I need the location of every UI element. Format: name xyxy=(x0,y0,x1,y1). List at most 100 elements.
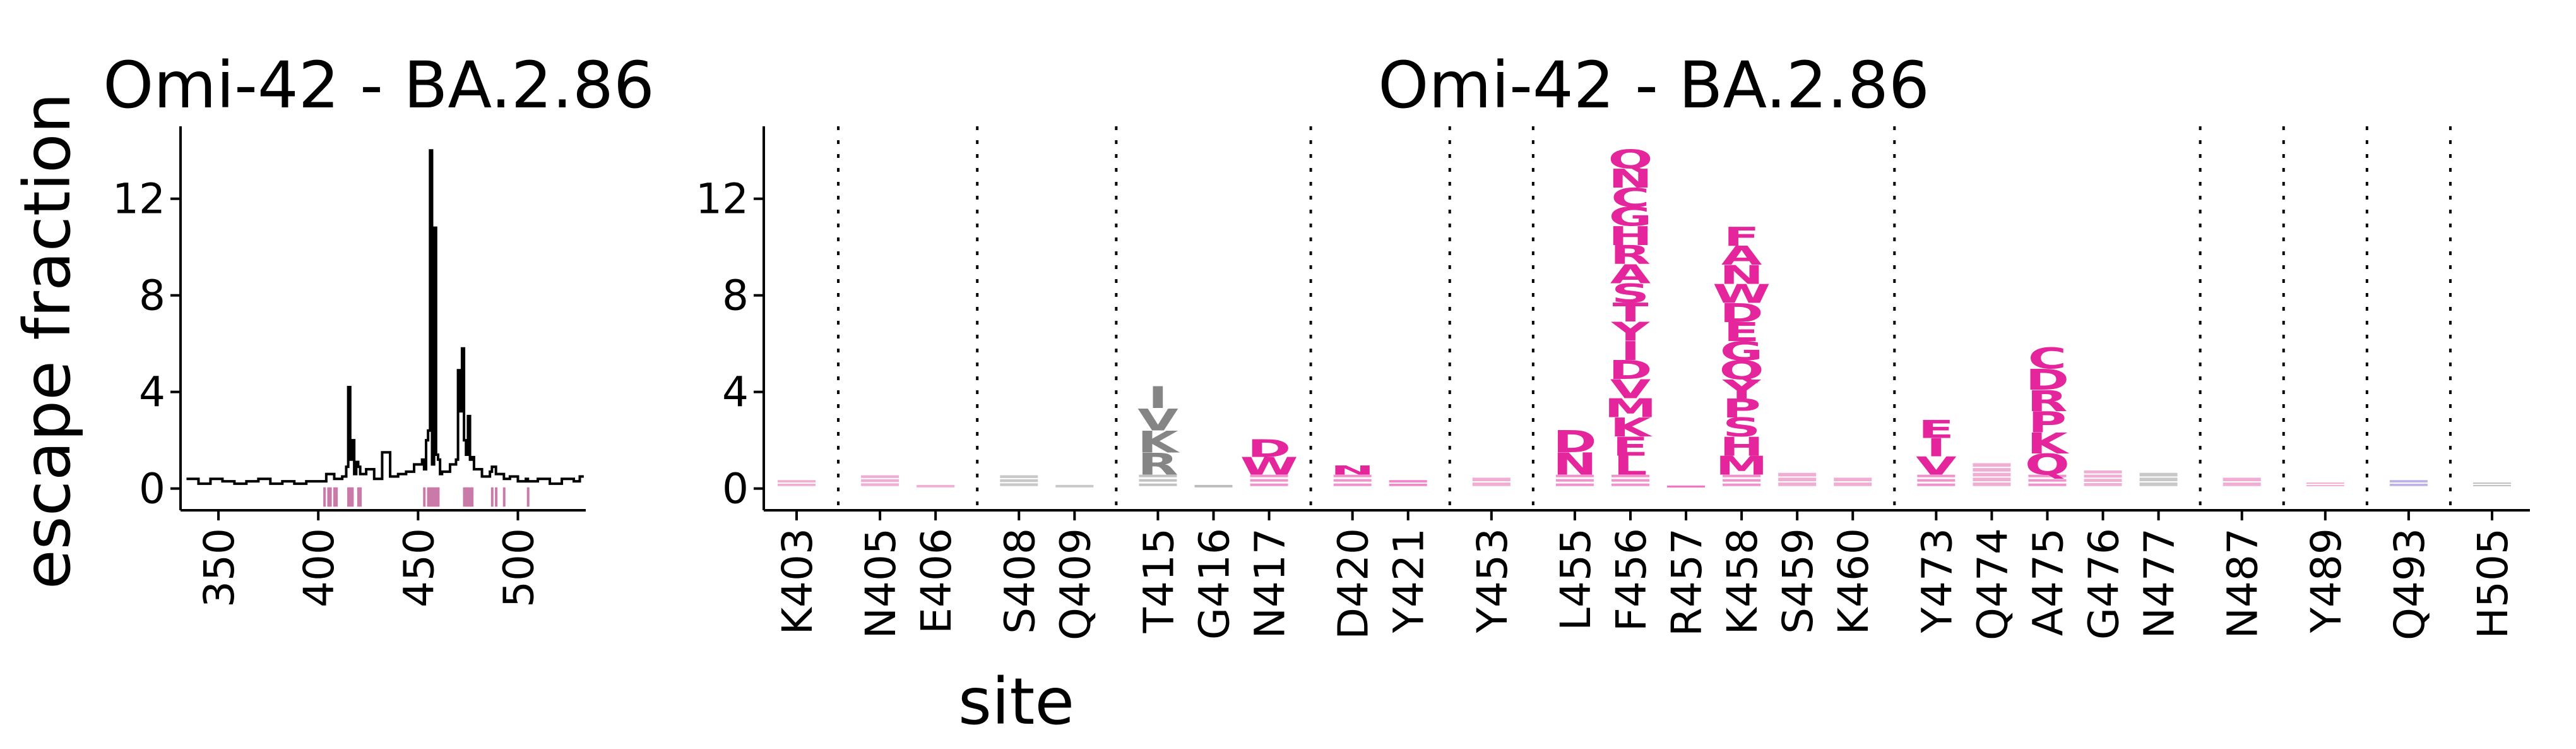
logo-letter: F xyxy=(1724,222,1760,252)
y-tick-label: 12 xyxy=(696,175,749,224)
site-highlight-mark xyxy=(433,487,436,507)
logo-low-mark xyxy=(1000,483,1038,486)
x-tick-label: Y453 xyxy=(1468,528,1517,633)
logo-letter: R xyxy=(2027,385,2067,418)
logo-letter: S xyxy=(1611,279,1649,308)
logo-letter: E xyxy=(1918,416,1954,444)
logo-low-mark xyxy=(1973,463,2011,467)
logo-low-mark xyxy=(2084,474,2122,478)
logo-low-mark xyxy=(1333,479,1372,482)
logo-stack-n417: DW xyxy=(1240,435,1298,486)
logo-low-mark xyxy=(1973,472,2011,477)
logo-low-mark xyxy=(1667,486,1706,488)
logo-low-mark xyxy=(1555,479,1594,482)
site-highlight-mark xyxy=(427,487,430,507)
site-highlight-mark xyxy=(335,487,338,507)
site-highlight-mark xyxy=(463,487,466,507)
x-tick-label: Q474 xyxy=(1968,528,2017,640)
logo-low-mark xyxy=(2473,484,2511,486)
x-tick-label: L455 xyxy=(1552,528,1600,631)
logo-low-mark xyxy=(2028,483,2067,486)
logo-stack-q493 xyxy=(2389,480,2428,486)
x-tick-label: Q493 xyxy=(2385,528,2434,640)
x-tick-label: 500 xyxy=(494,528,543,608)
site-highlight-strip xyxy=(323,487,530,507)
logo-low-mark xyxy=(1611,479,1649,482)
logo-stack-e406 xyxy=(917,484,955,488)
logo-low-mark xyxy=(2223,477,2261,482)
logo-stack-r457 xyxy=(1667,485,1706,488)
logo-stack-k403 xyxy=(778,480,816,486)
logo-letter: Y xyxy=(1611,317,1651,347)
logo-low-mark xyxy=(1834,482,1872,486)
logo-low-mark xyxy=(1778,477,1817,482)
y-axis-title: escape fraction xyxy=(10,93,85,589)
x-tick-label: G416 xyxy=(1190,528,1238,640)
logo-stack-g476 xyxy=(2084,470,2122,486)
site-group-separators xyxy=(837,126,2452,510)
escape-line-series xyxy=(186,149,584,485)
logo-letter: K xyxy=(2027,427,2070,460)
x-tick-label: K460 xyxy=(1829,528,1878,635)
logo-stack-s408 xyxy=(1000,475,1038,486)
logo-low-mark xyxy=(1778,472,1817,477)
site-highlight-mark xyxy=(490,487,494,507)
logo-letter: D xyxy=(2026,363,2069,397)
site-highlight-mark xyxy=(526,487,530,507)
y-tick-label: 12 xyxy=(112,175,165,224)
x-tick-label: H505 xyxy=(2469,528,2517,639)
site-highlight-mark xyxy=(327,487,330,507)
logo-low-mark xyxy=(2223,482,2261,486)
logo-low-mark xyxy=(1000,475,1038,478)
logo-stack-h505 xyxy=(2473,482,2511,486)
logo-stack-n487 xyxy=(2223,477,2261,486)
x-tick-label: N405 xyxy=(857,528,905,638)
logo-letter: D xyxy=(1553,424,1596,460)
logo-low-mark xyxy=(861,483,899,486)
x-tick-label: K403 xyxy=(773,528,822,635)
logo-low-mark xyxy=(2139,482,2178,486)
x-tick-label: Q409 xyxy=(1051,528,1100,640)
y-tick-label: 4 xyxy=(139,368,165,417)
logo-low-mark xyxy=(1917,483,1956,486)
logo-letter: C xyxy=(1611,183,1649,213)
logo-low-mark xyxy=(1973,482,2011,486)
site-highlight-mark xyxy=(351,487,354,507)
logo-stack-n477 xyxy=(2139,472,2178,486)
logo-low-mark xyxy=(1973,477,2011,482)
logo-letter: I xyxy=(1620,336,1640,366)
logo-low-mark xyxy=(2139,472,2178,477)
logo-stack-g416 xyxy=(1194,484,1233,488)
x-axis-title: site xyxy=(958,664,1074,740)
logo-letter: V xyxy=(1137,402,1178,437)
x-tick-label: G476 xyxy=(2080,528,2128,640)
logo-letter: M xyxy=(1605,393,1657,423)
logo-low-mark xyxy=(917,484,955,486)
logo-low-mark xyxy=(1555,483,1594,486)
logo-stack-d420: N xyxy=(1331,464,1375,486)
x-tick-label: F456 xyxy=(1607,528,1656,632)
logo-low-mark xyxy=(1139,474,1177,477)
site-highlight-mark xyxy=(359,487,362,507)
logo-letter: S xyxy=(1723,413,1760,443)
site-highlight-mark xyxy=(357,487,360,507)
logo-low-mark xyxy=(1723,474,1761,477)
x-tick-label: A475 xyxy=(2024,528,2072,636)
y-tick-label: 0 xyxy=(139,465,165,513)
logo-stack-y473: EIV xyxy=(1916,416,1957,486)
logo-low-mark xyxy=(1723,479,1761,482)
logo-low-mark xyxy=(1611,483,1649,486)
logo-letter: C xyxy=(2028,342,2067,376)
logo-letter: H xyxy=(1608,221,1653,251)
logo-low-mark xyxy=(778,483,816,486)
logo-low-mark xyxy=(1973,468,2011,472)
site-highlight-mark xyxy=(333,487,336,507)
logo-low-mark xyxy=(1667,485,1706,487)
logo-low-mark xyxy=(1000,479,1038,482)
x-tick-label: Y489 xyxy=(2302,528,2351,633)
site-highlight-mark xyxy=(466,487,470,507)
logo-low-mark xyxy=(2306,484,2344,486)
logo-letter: E xyxy=(1613,432,1649,462)
